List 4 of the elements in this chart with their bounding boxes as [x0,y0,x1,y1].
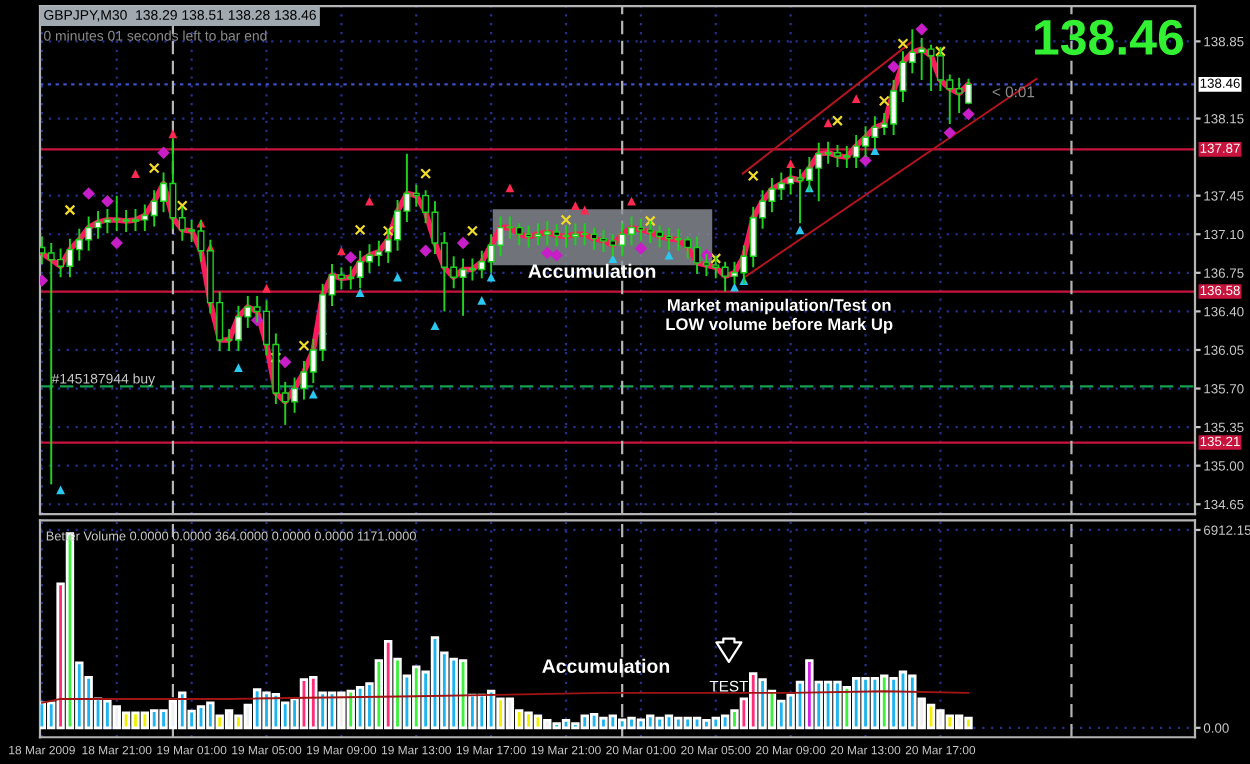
annotation: Market manipulation/Test on LOW volume before Mark Up [666,298,893,334]
annotation: 138.46 [1035,19,1184,56]
annotation: Accumulation [542,658,670,674]
annotation: Accumulation [528,263,656,279]
